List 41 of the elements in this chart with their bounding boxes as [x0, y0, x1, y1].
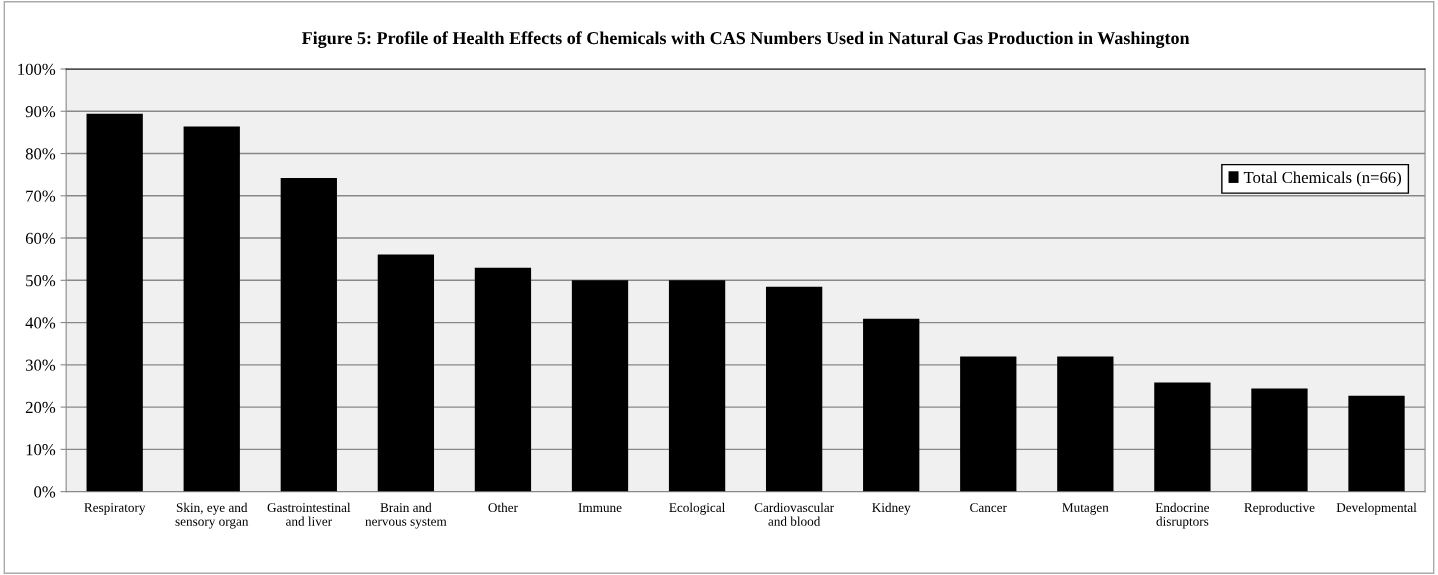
bar: [183, 126, 240, 492]
y-tick-label: 0%: [34, 486, 56, 498]
x-tick-label: Cancer: [970, 503, 1007, 513]
x-tick-label: Kidney: [872, 502, 911, 515]
y-tick-label: 60%: [25, 232, 56, 245]
x-tick-label: Immune: [578, 503, 622, 513]
y-tick-label: 30%: [25, 359, 56, 371]
x-tick-label: Ecological: [669, 502, 726, 515]
y-tick-label: 40%: [25, 317, 56, 329]
y-tick-label: 80%: [25, 148, 56, 160]
x-tick-label: Cardiovascular and blood: [754, 502, 834, 526]
legend-label: Total Chemicals (n=66): [1243, 171, 1401, 187]
bar: [377, 254, 435, 492]
y-tick-label: 70%: [26, 190, 56, 202]
y-tick-label: 10%: [26, 444, 56, 456]
x-tick-label: Other: [488, 502, 518, 513]
bar: [960, 356, 1017, 492]
x-tick-label: Gastrointestinal and liver: [267, 502, 351, 526]
x-tick-label: Endocrine disruptors: [1155, 502, 1210, 529]
x-tick-label: Skin, eye and sensory organ: [175, 502, 249, 529]
bar: [86, 113, 143, 492]
chart-title: Figure 5: Profile of Health Effects of Chemicals with CAS Numbers Used in Natural Gas Production in Washington: [301, 31, 1190, 48]
bar: [1154, 382, 1211, 492]
bar: [668, 280, 726, 492]
bar: [1348, 395, 1405, 492]
y-tick-label: 100%: [18, 63, 56, 75]
bar: [474, 267, 532, 492]
bar: [1251, 388, 1308, 492]
bar: [765, 286, 823, 492]
bar: [571, 280, 629, 492]
y-tick-label: 50%: [26, 275, 56, 287]
x-tick-label: Respiratory: [84, 503, 146, 515]
y-tick-label: 20%: [25, 401, 56, 414]
bar: [863, 318, 920, 492]
bar: [280, 178, 337, 492]
y-tick-label: 90%: [25, 105, 56, 118]
x-tick-label: Developmental: [1336, 502, 1417, 515]
x-tick-label: Mutagen: [1062, 503, 1109, 515]
x-tick-label: Reproductive: [1244, 502, 1315, 515]
x-tick-label: Brain and nervous system: [365, 502, 447, 529]
bar: [1057, 356, 1114, 492]
